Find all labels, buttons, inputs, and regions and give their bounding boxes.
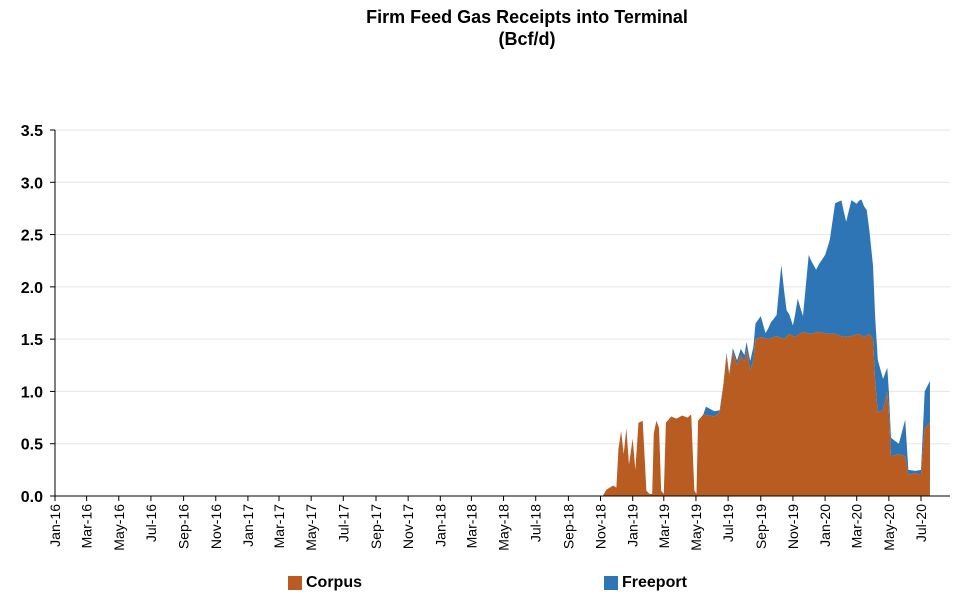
x-tick-label: Sep-19 (753, 504, 769, 549)
x-tick-label: Jul-19 (720, 504, 736, 542)
legend-swatch-corpus (288, 576, 302, 590)
x-tick-label: Sep-18 (560, 504, 576, 549)
x-tick-label: Mar-18 (463, 504, 479, 549)
x-tick-label: Sep-16 (176, 504, 192, 549)
x-tick-label: Nov-16 (208, 504, 224, 549)
x-tick-label: Jan-16 (47, 504, 63, 547)
x-tick-label: Jul-20 (913, 504, 929, 542)
x-tick-label: Mar-19 (656, 504, 672, 549)
chart-title: Firm Feed Gas Receipts into Terminal (366, 7, 688, 27)
x-tick-label: Nov-18 (593, 504, 609, 549)
x-tick-label: Nov-19 (785, 504, 801, 549)
y-tick-label: 1.0 (21, 384, 43, 401)
legend-item-corpus: Corpus (288, 574, 362, 592)
x-tick-label: May-17 (303, 504, 319, 551)
x-tick-label: Sep-17 (368, 504, 384, 549)
x-tick-label: Jan-20 (817, 504, 833, 547)
x-tick-label: Jul-16 (143, 504, 159, 542)
y-tick-label: 3.5 (21, 123, 43, 140)
area-freeport (55, 199, 930, 497)
y-tick-labels: 0.0 0.5 1.0 1.5 2.0 2.5 3.0 3.5 (21, 123, 43, 506)
x-tick-label: Mar-20 (849, 504, 865, 549)
x-tick-label: Mar-17 (271, 504, 287, 549)
y-tick-label: 2.5 (21, 228, 43, 245)
y-tick-label: 0.5 (21, 437, 43, 454)
y-tick-label: 1.5 (21, 332, 43, 349)
legend-item-freeport: Freeport (604, 574, 687, 592)
legend-swatch-freeport (604, 576, 618, 590)
y-tick-label: 3.0 (21, 175, 43, 192)
legend-label-corpus: Corpus (306, 574, 362, 591)
x-tick-label: Jan-19 (625, 504, 641, 547)
x-tick-label: Jan-18 (432, 504, 448, 547)
x-tick-label: Jul-18 (528, 504, 544, 542)
x-tick-label: Jul-17 (335, 504, 351, 542)
y-tick-label: 0.0 (21, 489, 43, 506)
legend-label-freeport: Freeport (622, 574, 687, 591)
area-corpus (55, 331, 930, 496)
x-tick-label: May-16 (111, 504, 127, 551)
x-tick-label: May-19 (688, 504, 704, 551)
y-tick-label: 2.0 (21, 280, 43, 297)
x-tick-label: May-18 (496, 504, 512, 551)
chart-title-block: Firm Feed Gas Receipts into Terminal (Bc… (0, 6, 961, 50)
axes (50, 129, 950, 501)
x-tick-label: Jan-17 (240, 504, 256, 547)
x-tick-label: Mar-16 (79, 504, 95, 549)
x-tick-label: May-20 (881, 504, 897, 551)
x-tick-labels: Jan-16 Mar-16 May-16 Jul-16 Sep-16 Nov-16 Jan-… (47, 504, 929, 551)
chart-subtitle: (Bcf/d) (498, 29, 556, 49)
x-tick-label: Nov-17 (400, 504, 416, 549)
area-series (55, 199, 930, 497)
